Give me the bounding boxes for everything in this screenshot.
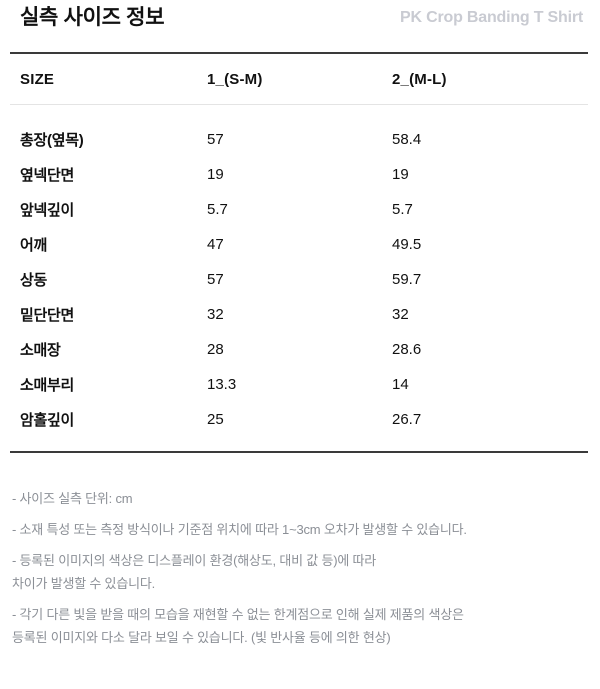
footnote-line: - 사이즈 실측 단위: cm [12, 491, 133, 506]
row-label: 밑단단면 [20, 307, 75, 324]
row-label: 앞넥깊이 [20, 202, 75, 219]
column-header-size2: 2_(M-L) [392, 70, 447, 88]
row-value: 47 [207, 236, 224, 253]
table-row: 암홀깊이 25 26.7 [10, 402, 588, 437]
row-label: 상동 [20, 272, 48, 289]
row-value: 25 [207, 411, 224, 428]
footnote-line: - 각기 다른 빛을 받을 때의 모습을 재현할 수 없는 한계점으로 인해 실… [12, 607, 464, 622]
product-name: PK Crop Banding T Shirt [400, 9, 583, 26]
row-value: 19 [207, 166, 224, 183]
page-title: 실측 사이즈 정보 [20, 6, 165, 29]
footnote-line: 차이가 발생할 수 있습니다. [12, 576, 156, 591]
table-row: 소매장 28 28.6 [10, 332, 588, 367]
footnote-item: - 등록된 이미지의 색상은 디스플레이 환경(해상도, 대비 값 등)에 따라… [12, 549, 588, 595]
row-label: 어깨 [20, 237, 48, 254]
footnote-item: - 소재 특성 또는 측정 방식이나 기준점 위치에 따라 1~3cm 오차가 … [12, 518, 588, 541]
row-value: 28 [207, 341, 224, 358]
row-value: 32 [392, 306, 409, 323]
row-value: 49.5 [392, 236, 422, 253]
row-label: 총장(옆목) [20, 132, 84, 149]
row-value: 19 [392, 166, 409, 183]
row-value: 59.7 [392, 271, 422, 288]
footnote-line: - 등록된 이미지의 색상은 디스플레이 환경(해상도, 대비 값 등)에 따라 [12, 553, 377, 568]
table-row: 소매부리 13.3 14 [10, 367, 588, 402]
row-value: 28.6 [392, 341, 422, 358]
table-row: 옆넥단면 19 19 [10, 157, 588, 192]
row-label: 암홀깊이 [20, 412, 75, 429]
row-value: 57 [207, 271, 224, 288]
row-label: 옆넥단면 [20, 167, 75, 184]
table-row: 총장(옆목) 57 58.4 [10, 122, 588, 157]
size-table-header: SIZE 1_(S-M) 2_(M-L) [10, 52, 588, 105]
row-label: 소매부리 [20, 377, 75, 394]
column-header-size1: 1_(S-M) [207, 70, 263, 88]
row-value: 13.3 [207, 376, 237, 393]
footnotes: - 사이즈 실측 단위: cm - 소재 특성 또는 측정 방식이나 기준점 위… [12, 487, 588, 649]
row-value: 58.4 [392, 131, 422, 148]
table-header-row: SIZE 1_(S-M) 2_(M-L) [10, 54, 588, 104]
footnote-line: 등록된 이미지와 다소 달라 보일 수 있습니다. (빛 반사율 등에 의한 현… [12, 630, 391, 645]
footnote-line: - 소재 특성 또는 측정 방식이나 기준점 위치에 따라 1~3cm 오차가 … [12, 522, 467, 537]
row-value: 5.7 [392, 201, 413, 218]
column-header-size: SIZE [20, 70, 55, 88]
table-row: 앞넥깊이 5.7 5.7 [10, 192, 588, 227]
row-value: 5.7 [207, 201, 228, 218]
footnote-item: - 각기 다른 빛을 받을 때의 모습을 재현할 수 없는 한계점으로 인해 실… [12, 603, 588, 649]
page-header: 실측 사이즈 정보 PK Crop Banding T Shirt [0, 0, 600, 52]
row-value: 14 [392, 376, 409, 393]
row-value: 32 [207, 306, 224, 323]
row-label: 소매장 [20, 342, 61, 359]
footnote-item: - 사이즈 실측 단위: cm [12, 487, 588, 510]
table-row: 상동 57 59.7 [10, 262, 588, 297]
size-table: SIZE 1_(S-M) 2_(M-L) 총장(옆목) 57 58.4 옆넥단면… [10, 52, 588, 453]
table-row: 어깨 47 49.5 [10, 227, 588, 262]
row-value: 26.7 [392, 411, 422, 428]
row-value: 57 [207, 131, 224, 148]
size-table-body: 총장(옆목) 57 58.4 옆넥단면 19 19 앞넥깊이 5.7 5.7 어… [10, 105, 588, 451]
table-row: 밑단단면 32 32 [10, 297, 588, 332]
